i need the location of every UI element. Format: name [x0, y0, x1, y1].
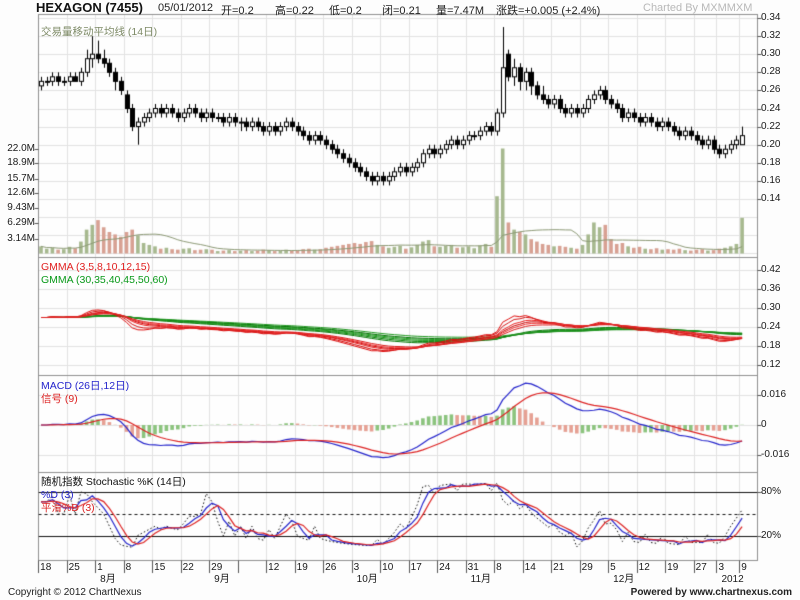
date-tick-label: 15: [154, 562, 166, 573]
quote-date: 05/01/2012: [158, 2, 214, 14]
date-tick-label: 27: [695, 562, 707, 573]
date-tick-label: 5: [610, 562, 616, 573]
date-tick-label: 12: [268, 562, 280, 573]
price-axis-label: 0.28: [761, 66, 781, 78]
date-tick-label: 17: [410, 562, 422, 573]
stochastic-d-label: %D (3): [41, 489, 74, 501]
volume-axis-label: 3.14M: [7, 232, 35, 244]
date-tick-label: 3: [718, 562, 724, 573]
date-tick-label: 8: [496, 562, 502, 573]
price-axis-label: 0.14: [761, 193, 781, 204]
gmma-axis-label: 0.30: [761, 302, 781, 313]
volume-ma-label: 交易量移动平均线 (14日): [41, 26, 158, 38]
price-axis-label: 0.24: [761, 102, 781, 114]
gmma-axis-label: 0.18: [761, 340, 781, 351]
open-value: 开=0.2: [221, 5, 254, 17]
gmma-long-label: GMMA (30,35,40,45,50,60): [41, 274, 168, 286]
price-axis-label: 0.26: [761, 84, 781, 96]
date-tick-label: 18: [40, 562, 52, 573]
gmma-short-label: GMMA (3,5,8,10,12,15): [41, 261, 151, 273]
macd-label: MACD (26日,12日): [41, 380, 130, 392]
price-axis-label: 0.34: [761, 12, 781, 23]
volume-axis-label: 12.6M: [7, 187, 35, 199]
date-tick-label: 22: [182, 562, 194, 573]
stoch-axis-label: 80%: [761, 486, 782, 497]
month-label: 8月: [100, 574, 116, 585]
stochastic-label: 随机指数 Stochastic %K (14日): [41, 476, 186, 488]
price-axis-label: 0.32: [761, 30, 781, 42]
gmma-axis-label: 0.36: [761, 283, 781, 294]
charted-by-text: Charted By MXMMXM: [643, 2, 753, 14]
change-value: 涨跌=+0.005 (+2.4%): [496, 5, 601, 17]
date-tick-label: 14: [524, 562, 536, 573]
powered-by-link[interactable]: Powered by www.chartnexus.com: [630, 587, 792, 598]
stochastic-slow-d-label: 平滑%D (3): [41, 502, 95, 514]
stoch-axis-label: 20%: [761, 529, 782, 541]
macd-axis-label: 0.016: [761, 389, 787, 400]
volume-value: 量=7.47M: [436, 5, 484, 17]
volume-axis-label: 22.0M: [7, 142, 35, 154]
volume-axis-label: 18.9M: [7, 157, 35, 169]
volume-axis-label: 6.29M: [7, 217, 35, 229]
low-value: 低=0.2: [329, 5, 362, 17]
date-tick-label: 9: [741, 562, 747, 573]
month-label: 2012: [721, 574, 744, 585]
month-label: 11月: [470, 574, 492, 585]
macd-axis-label: 0: [761, 419, 767, 430]
macd-signal-label: 信号 (9): [41, 393, 78, 405]
price-axis-label: 0.18: [761, 156, 781, 168]
high-value: 高=0.22: [275, 5, 314, 17]
price-axis-label: 0.20: [761, 138, 781, 150]
date-tick-label: 8: [125, 562, 132, 573]
date-tick-label: 24: [439, 562, 451, 573]
month-label: 12月: [613, 574, 635, 585]
volume-axis-label: 9.43M: [7, 202, 35, 214]
date-tick-label: 29: [211, 562, 223, 573]
copyright-text: Copyright © 2012 ChartNexus: [8, 587, 142, 598]
date-tick-label: 19: [296, 562, 308, 573]
volume-axis-label: 15.7M: [7, 172, 35, 184]
gmma-axis-label: 0.42: [761, 264, 781, 275]
date-tick-label: 31: [467, 562, 479, 573]
gmma-axis-label: 0.12: [761, 359, 781, 370]
price-axis-label: 0.22: [761, 120, 781, 132]
date-tick-label: 3: [353, 562, 360, 573]
date-tick-label: 25: [68, 562, 80, 573]
price-axis-label: 0.16: [761, 174, 781, 186]
date-tick-label: 29: [581, 562, 593, 573]
date-tick-label: 1: [97, 562, 103, 573]
close-value: 闭=0.21: [382, 5, 421, 17]
macd-axis-label: -0.016: [761, 449, 790, 460]
date-tick-label: 19: [667, 562, 679, 573]
stock-symbol: HEXAGON (7455): [36, 0, 143, 15]
date-tick-label: 12: [638, 562, 650, 573]
date-tick-label: 10: [382, 562, 394, 573]
month-label: 9月: [214, 574, 230, 585]
price-axis-label: 0.30: [761, 48, 781, 60]
gmma-axis-label: 0.24: [761, 321, 781, 332]
month-label: 10月: [356, 574, 378, 585]
date-tick-label: 21: [553, 562, 565, 573]
date-tick-label: 26: [325, 562, 337, 573]
